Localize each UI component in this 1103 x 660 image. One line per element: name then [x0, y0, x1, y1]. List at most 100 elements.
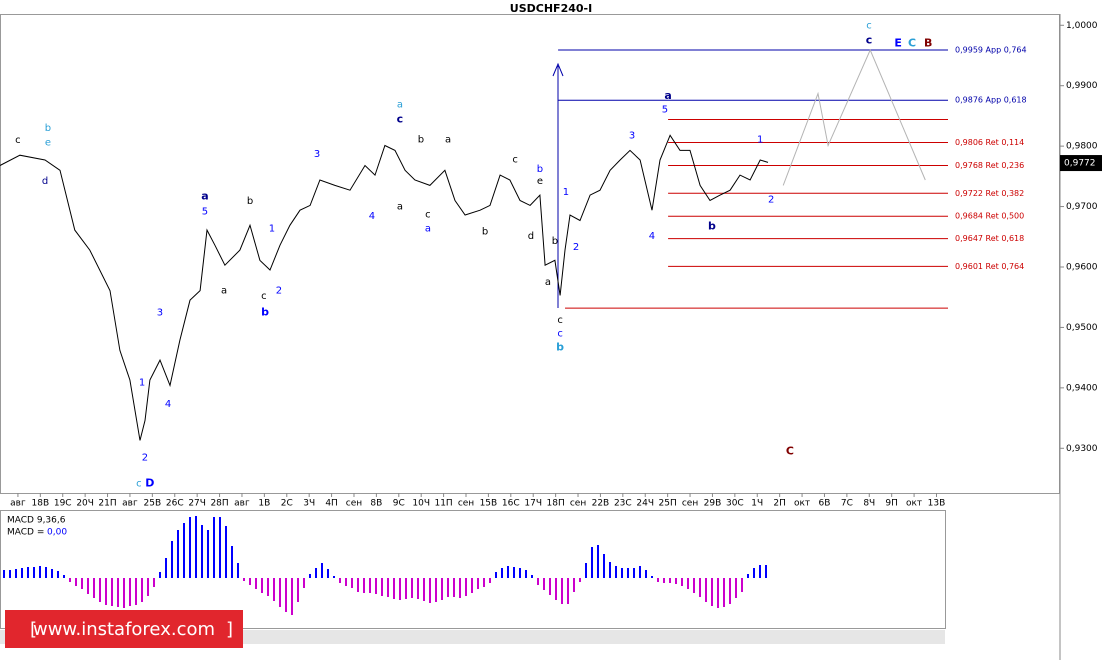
macd-bar: [645, 570, 647, 578]
wave-label: c: [866, 33, 873, 46]
macd-bar: [507, 566, 509, 578]
x-tick-label: 15В: [480, 499, 498, 509]
macd-bar: [195, 516, 197, 578]
wave-label: 4: [649, 231, 655, 242]
macd-bar: [387, 578, 389, 597]
macd-bar: [687, 578, 689, 589]
macd-bar: [735, 578, 737, 598]
macd-bar: [147, 578, 149, 596]
wave-label: b: [418, 134, 424, 145]
wave-label: c: [512, 154, 518, 165]
macd-bar: [765, 565, 767, 578]
x-tick-label: 8В: [370, 499, 382, 509]
macd-bar: [81, 578, 83, 589]
x-tick-label: 25П: [659, 499, 677, 509]
wave-label: c: [866, 20, 872, 31]
wave-label: 2: [142, 452, 148, 463]
macd-bar: [603, 554, 605, 578]
macd-bar: [237, 563, 239, 578]
macd-bar: [633, 568, 635, 578]
macd-bar: [69, 578, 71, 582]
wave-label: 3: [314, 149, 320, 160]
wave-label: 2: [768, 194, 774, 205]
level-label: 0,9959 App 0,764: [955, 46, 1027, 55]
level-label: 0,9647 Ret 0,618: [955, 234, 1024, 243]
macd-bar: [399, 578, 401, 600]
wave-label: a: [397, 202, 403, 213]
macd-bar: [261, 578, 263, 593]
macd-bar: [579, 578, 581, 582]
macd-bar: [171, 541, 173, 578]
wave-label: B: [924, 36, 932, 49]
macd-prefix: MACD =: [7, 528, 44, 538]
macd-bar: [489, 578, 491, 583]
wave-label: d: [528, 231, 534, 242]
wave-label: 1: [757, 134, 763, 145]
macd-bar: [219, 517, 221, 578]
macd-bar: [321, 563, 323, 578]
macd-bar: [123, 578, 125, 608]
macd-bar: [87, 578, 89, 594]
macd-bar: [285, 578, 287, 612]
macd-bar: [567, 578, 569, 604]
x-tick-label: 9П: [885, 499, 898, 509]
wave-label: b: [247, 196, 253, 207]
level-label: 0,9876 App 0,618: [955, 96, 1027, 105]
wave-label: e: [45, 138, 51, 149]
macd-bar: [423, 578, 425, 601]
macd-bar: [759, 565, 761, 578]
y-tick-label: 0,9600: [1066, 262, 1098, 272]
watermark-close: ]: [226, 619, 233, 640]
watermark-open: [: [30, 619, 37, 640]
wave-label: c: [15, 135, 21, 146]
macd-bar: [501, 568, 503, 578]
macd-bar: [105, 578, 107, 605]
wave-label: e: [537, 176, 543, 187]
watermark-site: www.instaforex.com: [33, 619, 215, 640]
macd-bar: [459, 578, 461, 598]
wave-label: d: [42, 176, 48, 187]
macd-bar: [129, 578, 131, 606]
y-tick-label: 0,9500: [1066, 323, 1098, 333]
macd-bar: [57, 571, 59, 578]
level-label: 0,9768 Ret 0,236: [955, 161, 1024, 170]
x-tick-label: 2П: [773, 499, 786, 509]
macd-bar: [513, 567, 515, 578]
x-tick-label: сен: [682, 499, 698, 509]
level-label: 0,9806 Ret 0,114: [955, 138, 1024, 147]
macd-bar: [303, 578, 305, 588]
macd-bar: [189, 517, 191, 578]
macd-bar: [183, 523, 185, 578]
macd-bar: [75, 578, 77, 586]
wave-label: 2: [276, 286, 282, 297]
macd-bar: [9, 570, 11, 578]
macd-bar: [357, 578, 359, 592]
macd-bar: [621, 568, 623, 578]
wave-label: 4: [369, 211, 375, 222]
macd-bar: [315, 568, 317, 578]
x-tick-label: окт: [794, 499, 810, 509]
macd-bar: [135, 578, 137, 605]
x-tick-label: 20Ч: [76, 499, 94, 509]
macd-bar: [525, 570, 527, 578]
wave-label: a: [664, 89, 671, 102]
macd-bar: [555, 578, 557, 600]
y-tick-label: 1,0000: [1066, 21, 1098, 31]
wave-label: 1: [563, 187, 569, 198]
wave-label: C: [908, 36, 916, 49]
macd-bar: [405, 578, 407, 599]
arrow-head: [552, 62, 564, 77]
watermark-box: [5, 610, 243, 648]
macd-bar: [165, 558, 167, 578]
x-tick-label: 2С: [281, 499, 293, 509]
x-tick-label: 24Ч: [636, 499, 654, 509]
wave-label: 3: [629, 130, 635, 141]
macd-bar: [597, 545, 599, 578]
macd-bar: [543, 578, 545, 590]
wave-label: 5: [662, 104, 668, 115]
macd-bar: [231, 546, 233, 578]
macd-bar: [723, 578, 725, 607]
x-tick-label: 1Ч: [751, 499, 763, 509]
macd-bar: [537, 578, 539, 585]
wave-label: c: [557, 315, 563, 326]
